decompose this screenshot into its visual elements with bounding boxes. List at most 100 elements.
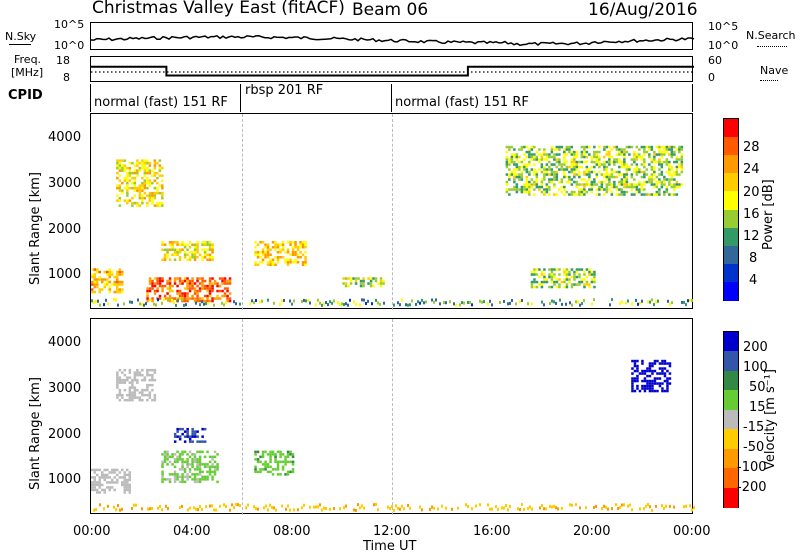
power-cb-tick: 4: [749, 273, 758, 288]
data-cell: [96, 468, 99, 472]
data-cell: [633, 183, 636, 186]
data-cell: [573, 173, 576, 176]
data-cell: [158, 282, 162, 285]
data-cell: [205, 302, 207, 306]
data-cell: [91, 268, 94, 271]
data-cell: [533, 188, 536, 191]
data-cell: [638, 170, 641, 174]
data-cell: [98, 476, 101, 479]
data-cell: [550, 178, 554, 181]
data-cell: [171, 473, 174, 476]
data-cell: [595, 175, 599, 179]
data-cell: [669, 302, 671, 306]
data-cell: [303, 298, 305, 302]
data-cell: [118, 189, 122, 192]
power-panel: [90, 113, 693, 310]
data-cell: [153, 396, 157, 399]
data-cell: [183, 480, 187, 484]
data-cell: [178, 480, 182, 484]
data-cell: [111, 273, 114, 276]
data-cell: [281, 241, 285, 244]
data-cell: [98, 290, 101, 294]
data-cell: [680, 170, 684, 174]
data-cell: [118, 204, 122, 207]
data-cell: [156, 279, 159, 283]
data-cell: [138, 169, 142, 172]
data-cell: [153, 159, 157, 162]
data-cell: [216, 282, 219, 285]
data-cell: [618, 183, 621, 186]
data-cell: [156, 282, 159, 285]
data-cell: [583, 150, 586, 154]
data-cell: [177, 298, 179, 302]
data-cell: [158, 166, 162, 170]
data-cell: [167, 507, 169, 511]
data-cell: [123, 483, 126, 487]
data-cell: [670, 148, 674, 151]
data-cell: [620, 190, 624, 194]
data-cell: [141, 507, 143, 511]
data-cell: [650, 193, 654, 196]
data-cell: [570, 168, 574, 171]
data-cell: [148, 282, 152, 285]
colorbar-segment: [724, 173, 738, 193]
data-cell: [641, 362, 644, 365]
data-cell: [675, 180, 679, 184]
data-cell: [640, 163, 644, 166]
data-cell: [568, 170, 571, 174]
data-cell: [638, 153, 641, 156]
data-cell: [146, 393, 149, 397]
data-cell: [421, 508, 423, 512]
data-cell: [525, 190, 529, 194]
x-tick: 00:00: [73, 524, 111, 539]
data-cell: [631, 387, 634, 390]
data-cell: [528, 155, 531, 159]
data-cell: [362, 279, 365, 283]
data-cell: [281, 468, 285, 471]
data-cell: [173, 241, 177, 244]
data-cell: [583, 160, 586, 164]
data-cell: [116, 373, 119, 377]
data-cell: [161, 284, 164, 288]
data-cell: [613, 175, 616, 179]
data-cell: [590, 160, 594, 164]
cpid-label: CPID: [8, 88, 43, 103]
data-cell: [620, 160, 624, 164]
data-cell: [665, 163, 669, 166]
data-cell: [153, 282, 157, 285]
data-cell: [505, 150, 509, 154]
data-cell: [93, 273, 96, 276]
data-cell: [618, 188, 621, 191]
colorbar-segment: [724, 209, 738, 229]
data-cell: [588, 145, 591, 149]
data-cell: [668, 372, 672, 375]
data-cell: [158, 284, 162, 288]
data-cell: [655, 193, 659, 196]
data-cell: [183, 246, 187, 249]
data-cell: [289, 453, 292, 456]
data-cell: [353, 300, 355, 304]
data-cell: [648, 384, 652, 388]
data-cell: [625, 150, 629, 154]
data-cell: [103, 278, 106, 281]
data-cell: [603, 148, 606, 151]
data-cell: [545, 155, 549, 159]
data-cell: [513, 163, 516, 166]
data-cell: [211, 465, 214, 469]
data-cell: [161, 279, 164, 283]
data-cell: [538, 268, 541, 271]
data-cell: [563, 173, 566, 176]
data-cell: [666, 389, 669, 393]
data-cell: [191, 427, 194, 431]
data-cell: [533, 273, 536, 276]
data-cell: [161, 166, 164, 170]
velocity-cb-tick: 100: [743, 360, 768, 375]
data-cell: [615, 145, 619, 149]
data-cell: [578, 183, 581, 186]
data-cell: [323, 506, 325, 510]
data-cell: [575, 160, 579, 164]
data-cell: [156, 186, 159, 190]
data-cell: [123, 488, 126, 492]
data-cell: [223, 287, 227, 290]
data-cell: [595, 193, 599, 196]
